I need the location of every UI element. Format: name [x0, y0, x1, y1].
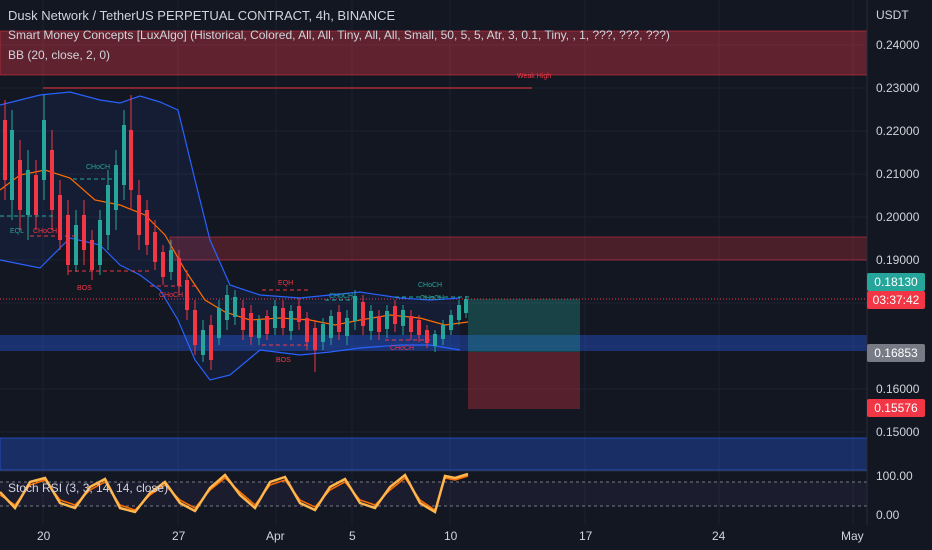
position-stop-zone — [468, 352, 580, 409]
last-price-badge: 0.18130 — [867, 273, 925, 291]
structure-lines — [0, 178, 470, 346]
price-tick: 0.15000 — [876, 425, 920, 439]
time-tick: 17 — [579, 529, 593, 543]
indicator-smc-legend[interactable]: Smart Money Concepts [LuxAlgo] (Historic… — [8, 28, 670, 42]
time-tick: 20 — [37, 529, 51, 543]
supply-zone-top — [0, 30, 868, 76]
bb-lower-band — [0, 237, 461, 381]
smc-label: CHoCH — [159, 292, 183, 299]
entry-price-badge: 0.16853 — [867, 344, 925, 362]
candles — [3, 95, 468, 372]
time-tick: Apr — [266, 529, 285, 543]
supply-zone-mid — [169, 236, 868, 261]
smc-label: CHoCH — [390, 345, 414, 352]
price-tick: 0.16000 — [876, 382, 920, 396]
time-tick: 27 — [172, 529, 186, 543]
currency-label: USDT — [876, 8, 909, 22]
indicator-stoch-legend[interactable]: Stoch RSI (3, 3, 14, 14, close) — [8, 481, 169, 495]
smc-label: CHoCH — [418, 282, 442, 289]
smc-label: CHoCH — [33, 228, 57, 235]
smc-label: CHoCH — [86, 164, 110, 171]
time-axis — [0, 525, 932, 550]
smc-label: BOS — [77, 285, 92, 292]
time-tick: 24 — [712, 529, 726, 543]
price-tick: 0.24000 — [876, 38, 920, 52]
price-axis — [867, 0, 932, 525]
price-tick: 0.21000 — [876, 167, 920, 181]
stoch-band-fill — [0, 482, 867, 506]
smc-label: EQL — [10, 228, 24, 235]
weak-high-label: Weak High — [517, 73, 551, 80]
time-tick: May — [841, 529, 864, 543]
price-tick: 0.23000 — [876, 81, 920, 95]
indicator-bb-legend[interactable]: BB (20, close, 2, 0) — [8, 48, 111, 62]
stoch-k-line — [0, 472, 469, 514]
price-tick: 0.22000 — [876, 124, 920, 138]
smc-label: BOS — [276, 357, 291, 364]
bb-upper-band — [0, 91, 461, 301]
price-tick: 0.20000 — [876, 210, 920, 224]
position-target-zone — [468, 299, 580, 352]
osc-tick: 0.00 — [876, 508, 900, 522]
countdown-badge: 03:37:42 — [867, 291, 925, 309]
stop-price-badge: 0.15576 — [867, 399, 925, 417]
symbol-title[interactable]: Dusk Network / TetherUS PERPETUAL CONTRA… — [8, 8, 396, 23]
osc-tick: 100.00 — [876, 469, 913, 483]
price-tick: 0.19000 — [876, 253, 920, 267]
time-tick: 5 — [349, 529, 356, 543]
smc-label: EQH — [278, 280, 293, 287]
demand-zone-low — [0, 437, 868, 471]
smc-label: CHoCH — [329, 293, 353, 300]
bb-fill — [0, 92, 460, 380]
candle-cluster-1 — [3, 95, 468, 372]
smc-label: CHoCH — [420, 295, 444, 302]
time-tick: 10 — [444, 529, 458, 543]
